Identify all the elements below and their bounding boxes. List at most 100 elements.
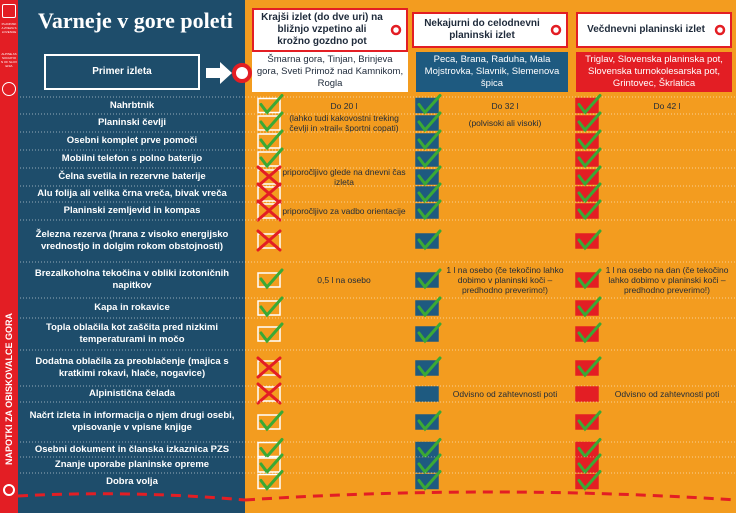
cross-mark — [256, 199, 282, 222]
check-mark — [577, 453, 602, 475]
item-label: Osebni komplet prve pomoči — [66, 135, 198, 146]
check-mark — [259, 111, 284, 133]
arrow-icon — [206, 62, 252, 84]
item-label: Znanje uporabe planinske opreme — [54, 459, 210, 470]
example-label: Primer izleta — [44, 54, 200, 90]
check-mark — [259, 470, 284, 491]
checkbox — [257, 386, 281, 402]
item-label: Topla oblačila kot zaščita pred nizkimi … — [46, 322, 218, 345]
logo-mark — [2, 4, 16, 18]
check-mark — [577, 296, 602, 318]
check-mark — [259, 94, 284, 115]
check-mark — [577, 129, 602, 151]
check-mark — [417, 182, 442, 204]
checkbox — [257, 233, 281, 249]
cross-mark — [256, 165, 282, 188]
check-mark — [577, 322, 602, 344]
cell-note: Odvisno od zahtevnosti poti — [614, 389, 720, 399]
check-mark — [259, 322, 284, 344]
logo-text: PLANINSKA ZVEZA SLOVENIJE — [1, 22, 17, 34]
check-mark — [577, 199, 602, 221]
check-mark — [259, 438, 284, 459]
column-example: Peca, Brana, Raduha, Mala Mojstrovka, Sl… — [416, 52, 568, 92]
item-label: Brezalkoholna tekočina v obliki izotonič… — [34, 268, 230, 291]
cell-note: 0,5 l na osebo — [317, 275, 371, 285]
check-mark — [417, 129, 442, 151]
check-mark — [577, 182, 602, 204]
check-mark — [577, 410, 602, 432]
item-label: Alpinistična čelada — [88, 388, 176, 399]
check-mark — [259, 129, 284, 151]
item-label: Čelna svetila in rezervne baterije — [58, 171, 206, 182]
check-mark — [259, 296, 284, 318]
check-mark — [417, 296, 442, 318]
checkbox — [575, 386, 599, 402]
item-label: Mobilni telefon s polno baterijo — [61, 153, 203, 164]
side-strip: PLANINSKA ZVEZA SLOVENIJE ALPINE ASSOCIA… — [0, 0, 18, 513]
check-mark — [577, 147, 602, 169]
item-panel — [18, 0, 245, 513]
cell-note: priporočljivo za vadbo orientacije — [282, 206, 406, 216]
checkbox — [257, 360, 281, 376]
check-mark — [259, 268, 284, 290]
item-label: Dodatna oblačila za preoblačenje (majica… — [35, 356, 229, 379]
item-label: Osebni dokument in članska izkaznica PZS — [34, 443, 230, 455]
check-mark — [259, 453, 284, 475]
item-label: Kapa in rokavice — [94, 302, 170, 313]
column-example: Šmarna gora, Tinjan, Brinjeva gora, Svet… — [252, 52, 408, 92]
cell-note: Odvisno od zahtevnosti poti — [452, 389, 558, 399]
check-mark — [417, 470, 442, 491]
column-title: Nekajurni do celodnevni planinski izlet — [412, 12, 568, 48]
item-label: Planinski čevlji — [97, 117, 167, 128]
item-label: Planinski zemljevid in kompas — [63, 205, 201, 216]
item-label: Dobra volja — [106, 475, 158, 487]
item-label: Nahrbtnik — [109, 99, 155, 111]
cell-note: 1 l na osebo na dan (če tekočino lahko d… — [605, 265, 729, 295]
check-mark — [577, 111, 602, 133]
check-mark — [417, 356, 442, 378]
check-mark — [417, 165, 442, 187]
column-example: Triglav, Slovenska planinska pot, Sloven… — [576, 52, 732, 92]
cell-note: 1 l na osebo (če tekočino lahko dobimo v… — [446, 265, 564, 295]
check-mark — [417, 410, 442, 432]
check-mark — [577, 470, 602, 491]
item-label: Alu folija ali velika črna vreča, bivak … — [37, 188, 227, 199]
column-title: Večdnevni planinski izlet — [576, 12, 732, 48]
checkbox — [415, 386, 439, 402]
cell-note: Do 42 l — [653, 100, 681, 111]
cell-note: priporočljivo glede na dnevni čas izleta — [282, 167, 406, 187]
cell-note: Do 20 l — [330, 100, 358, 111]
check-mark — [417, 94, 442, 115]
ring-icon — [550, 24, 562, 36]
check-mark — [417, 111, 442, 133]
check-mark — [417, 229, 442, 251]
check-mark — [259, 147, 284, 169]
title: Varneje v gore poleti — [38, 8, 233, 33]
check-mark — [577, 438, 602, 459]
ring-icon — [3, 484, 15, 496]
logo-seal — [2, 82, 16, 96]
cross-mark — [256, 182, 282, 205]
check-mark — [577, 165, 602, 187]
check-mark — [577, 229, 602, 251]
trail-line — [244, 490, 736, 502]
column-title: Krajši izlet (do dve uri) na bližnjo vzp… — [252, 8, 408, 52]
trail-line — [17, 492, 246, 502]
check-mark — [417, 147, 442, 169]
check-mark — [417, 453, 442, 475]
cross-mark — [256, 356, 282, 379]
cell-note: (polvisoki ali visoki) — [468, 118, 542, 128]
check-mark — [577, 268, 602, 290]
checkbox — [257, 186, 281, 202]
logo-subtext: ALPINE ASSOCIATION OF SLOVENIA — [1, 52, 18, 68]
check-mark — [577, 94, 602, 115]
item-label: Železna rezerva (hrana z visoko energijs… — [35, 229, 229, 252]
cell-note: (lahko tudi kakovostni treking čevlji in… — [289, 113, 399, 133]
checkbox — [257, 169, 281, 185]
ring-icon — [714, 24, 726, 36]
check-mark — [259, 410, 284, 432]
cross-mark — [256, 229, 282, 252]
check-mark — [577, 356, 602, 378]
